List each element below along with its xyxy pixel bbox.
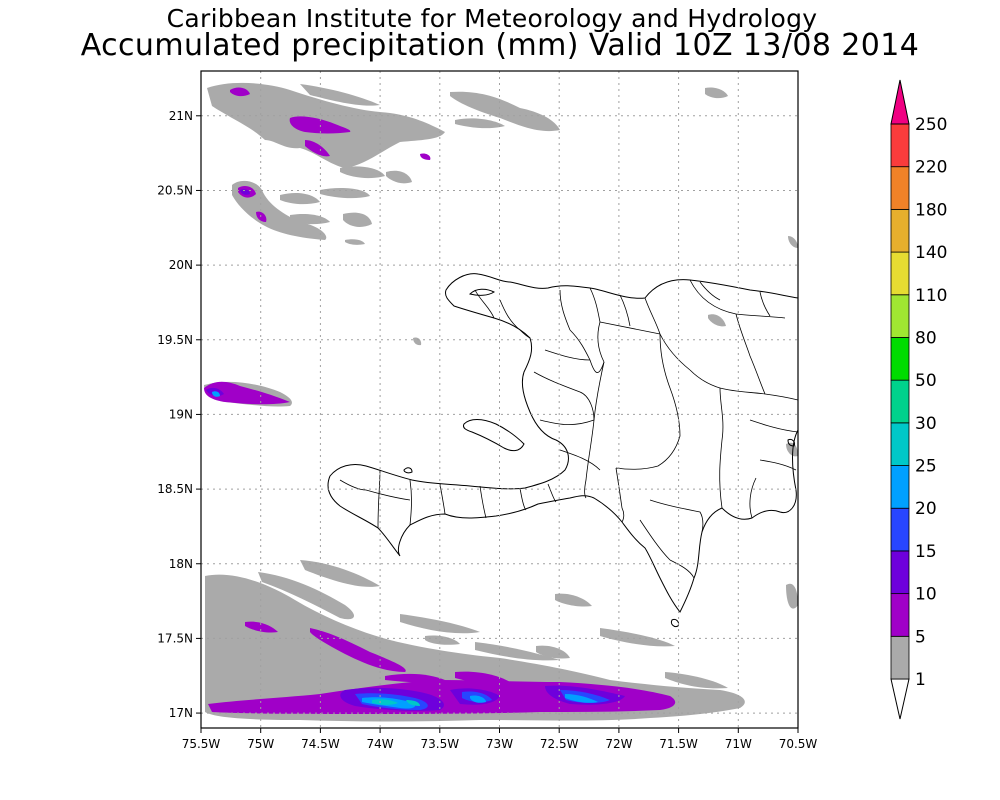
y-tick-label: 19.5N	[157, 333, 193, 347]
x-tick-label: 75W	[247, 737, 274, 751]
y-tick-label: 17.5N	[157, 631, 193, 645]
colorbar-swatch	[890, 465, 910, 509]
x-tick-label: 72W	[605, 737, 632, 751]
precip-band-25mm	[372, 699, 420, 706]
title-institute: Caribbean Institute for Meteorology and …	[166, 4, 818, 33]
colorbar-label: 5	[915, 627, 926, 647]
colorbar-label: 10	[915, 585, 937, 605]
precip-band-1mm	[204, 82, 798, 722]
x-tick-label: 70.5W	[779, 737, 818, 751]
colorbar-swatch	[890, 251, 910, 296]
y-tick-label: 18.5N	[157, 482, 193, 496]
coastline-tortuga	[469, 288, 495, 296]
colorbar-label: 250	[915, 115, 947, 135]
coastline-hispaniola	[327, 273, 798, 613]
colorbar-swatch	[890, 337, 910, 381]
y-tick-label: 21N	[169, 109, 193, 123]
colorbar-label: 180	[915, 200, 947, 220]
x-tick-label: 74.5W	[301, 737, 340, 751]
colorbar-low-triangle	[890, 678, 910, 720]
x-tick-label: 72.5W	[540, 737, 579, 751]
title-product: Accumulated precipitation (mm) Valid 10Z…	[80, 28, 920, 63]
colorbar-label: 80	[915, 328, 937, 348]
colorbar-swatch	[890, 593, 910, 637]
x-tick-label: 73W	[486, 737, 513, 751]
admin-borders	[339, 279, 798, 579]
map-grid	[201, 71, 798, 728]
y-tick-label: 20N	[169, 258, 193, 272]
colorbar-swatch	[890, 208, 910, 253]
coastline-gonave	[463, 419, 525, 452]
colorbar-label: 110	[915, 286, 947, 306]
x-tick-label: 71.5W	[659, 737, 698, 751]
coastline	[327, 273, 798, 627]
x-axis-ticks: 75.5W 75W 74.5W 74W 73.5W 73W 72.5W 72W 71.5W 71W…	[182, 728, 818, 751]
colorbar-swatch	[890, 123, 910, 168]
colorbar-swatch	[890, 635, 910, 680]
colorbar-label: 30	[915, 414, 937, 434]
y-tick-label: 18N	[169, 557, 193, 571]
y-axis-ticks: 17N 17.5N 18N 18.5N 19N 19.5N 20N 20.5N 21N	[157, 109, 201, 720]
colorbar-label: 25	[915, 457, 937, 477]
y-tick-label: 17N	[169, 706, 193, 720]
colorbar-label: 1	[915, 670, 926, 690]
precipitation-shading	[204, 82, 798, 722]
colorbar-swatch	[890, 379, 910, 424]
x-tick-label: 74W	[367, 737, 394, 751]
y-tick-label: 19N	[169, 407, 193, 421]
colorbar-swatch	[890, 507, 910, 552]
colorbar-swatch	[890, 166, 910, 210]
colorbar-label: 20	[915, 499, 937, 519]
colorbar-label: 50	[915, 371, 937, 391]
x-tick-label: 75.5W	[182, 737, 221, 751]
x-tick-label: 71W	[725, 737, 752, 751]
colorbar-high-triangle	[890, 79, 910, 125]
colorbar-label: 140	[915, 243, 947, 263]
colorbar-label: 220	[915, 158, 947, 178]
colorbar-swatch	[890, 422, 910, 466]
colorbar-swatch	[890, 550, 910, 595]
colorbar-swatch	[890, 294, 910, 338]
x-tick-label: 73.5W	[421, 737, 460, 751]
colorbar-label: 15	[915, 542, 937, 562]
y-tick-label: 20.5N	[157, 183, 193, 197]
